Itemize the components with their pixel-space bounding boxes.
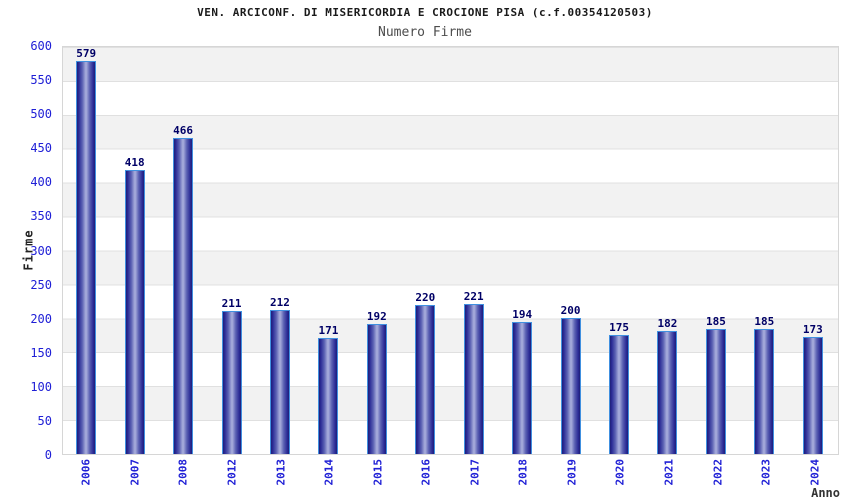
bar-2015: 192 (366, 310, 387, 454)
y-tick-label: 500 (30, 107, 52, 122)
chart-subtitle: Numero Firme (378, 25, 472, 40)
x-tick-label: 2008 (176, 459, 190, 486)
bar-value-label: 579 (76, 47, 97, 61)
x-tick-label: 2023 (759, 459, 773, 486)
bar-value-label: 212 (270, 296, 290, 310)
bar-2013: 212 (269, 296, 290, 454)
bar-value-label: 175 (609, 321, 629, 335)
x-tick-label: 2013 (274, 459, 288, 486)
bar-2023: 185 (754, 315, 775, 454)
x-tick-label: 2016 (419, 459, 433, 486)
y-tick-label: 250 (30, 277, 52, 292)
bar-value-label: 200 (560, 304, 581, 318)
bar-value-label: 185 (705, 314, 726, 328)
bar-value-label: 194 (512, 308, 533, 322)
bar-value-label: 220 (415, 290, 436, 304)
x-tick-label: 2012 (225, 459, 239, 486)
x-tick-label: 2019 (565, 459, 579, 486)
x-tick-label: 2007 (128, 459, 142, 486)
bar-value-label: 211 (221, 296, 242, 310)
bar-2008: 466 (173, 124, 194, 454)
bar-2019: 200 (560, 304, 581, 454)
bar-2017: 221 (463, 290, 484, 454)
y-tick-label: 450 (30, 141, 52, 156)
bar-2022: 185 (705, 315, 726, 454)
bar-2014: 171 (318, 324, 339, 454)
x-tick-label: 2022 (711, 459, 725, 486)
bar-value-label: 221 (463, 290, 484, 304)
x-tick-label: 2006 (79, 459, 93, 486)
plot-area: 579 418 466 211 212 171 192 220 221 194 200 175 182 1… (62, 46, 839, 455)
x-tick-label: 2024 (808, 459, 822, 486)
bar-2018: 194 (512, 308, 533, 454)
bar-2016: 220 (415, 291, 436, 454)
y-tick-label: 100 (30, 379, 52, 394)
y-tick-label: 600 (30, 39, 52, 53)
x-tick-label: 2021 (662, 459, 676, 486)
chart-title: VEN. ARCICONF. DI MISERICORDIA E CROCION… (197, 6, 653, 19)
y-tick-label: 50 (37, 413, 52, 428)
y-tick-label: 200 (30, 311, 52, 326)
y-tick-label: 550 (30, 73, 52, 88)
x-axis-title: Anno (811, 486, 840, 500)
bar-2024: 173 (802, 323, 823, 454)
y-tick-label: 150 (30, 345, 52, 360)
bar-value-label: 182 (657, 316, 678, 330)
y-tick-label: 350 (30, 209, 52, 224)
bar-value-label: 418 (124, 156, 145, 170)
bar-2006: 579 (76, 47, 97, 454)
x-tick-label: 2018 (516, 459, 530, 486)
x-tick-label: 2017 (468, 459, 482, 486)
bar-value-label: 185 (754, 314, 775, 328)
bar-value-label: 173 (802, 322, 823, 336)
bar-2020: 175 (609, 321, 630, 454)
bar-2012: 211 (221, 297, 242, 454)
bar-2021: 182 (657, 317, 678, 454)
y-axis-tick-labels: 0 50 100 150 200 250 300 350 400 450 500 550 600 (0, 39, 56, 462)
y-tick-label: 0 (44, 448, 52, 462)
bar-value-label: 171 (318, 324, 339, 338)
x-tick-label: 2020 (613, 459, 627, 486)
bar-value-label: 466 (173, 123, 194, 137)
y-tick-label: 300 (30, 243, 52, 258)
x-tick-label: 2015 (371, 459, 385, 486)
bar-2007: 418 (124, 156, 145, 454)
bar-value-label: 192 (366, 309, 387, 323)
x-tick-label: 2014 (322, 459, 336, 486)
y-tick-label: 400 (30, 175, 52, 190)
x-axis-tick-labels: 2006 2007 2008 2012 2013 2014 2015 2016 2017 2018… (62, 457, 839, 500)
